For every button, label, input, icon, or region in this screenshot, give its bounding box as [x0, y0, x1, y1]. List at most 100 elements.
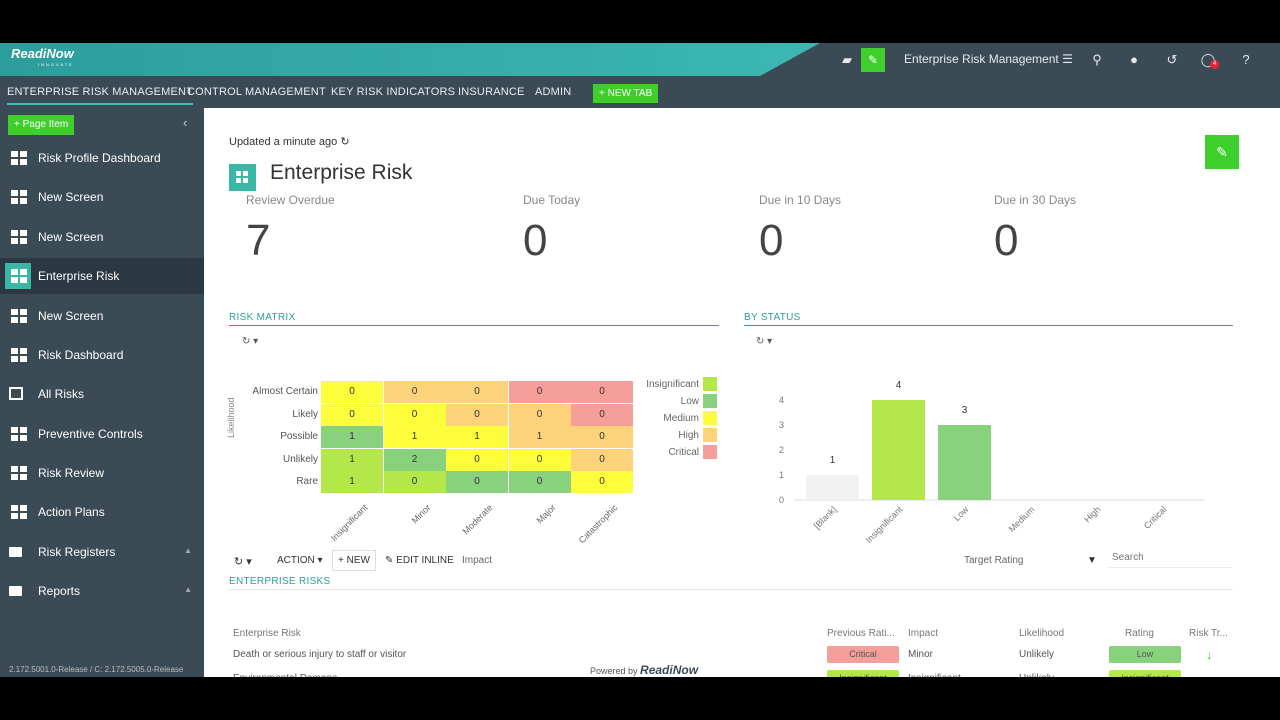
matrix-cell[interactable]: 1 [321, 448, 383, 471]
refresh-icon[interactable]: ↻ [340, 136, 350, 148]
matrix-cell[interactable]: 0 [508, 381, 571, 403]
sidebar-item-preventive-controls[interactable]: Preventive Controls [0, 416, 204, 452]
expand-icon[interactable]: ▲ [184, 585, 192, 594]
sidebar-item-enterprise-risk[interactable]: Enterprise Risk [0, 258, 204, 294]
risk-name[interactable]: Death or serious injury to staff or visi… [233, 649, 407, 660]
column-header[interactable]: Likelihood [1019, 628, 1065, 639]
filter-icon[interactable]: ▼ [1087, 555, 1097, 566]
dashboard-icon [11, 190, 27, 204]
table-row[interactable] [229, 669, 1229, 677]
column-header[interactable]: Risk Tr... [1189, 628, 1228, 639]
matrix-cell[interactable]: 0 [383, 381, 446, 403]
matrix-cell[interactable]: 0 [446, 471, 508, 493]
bar-insignificant[interactable] [872, 400, 925, 500]
sidebar-item-risk-profile-dashboard[interactable]: Risk Profile Dashboard [0, 140, 204, 176]
tab-insurance[interactable]: INSURANCE [458, 86, 525, 98]
y-tick-label: 2 [779, 445, 784, 455]
sidebar-item-label: Action Plans [38, 505, 105, 519]
risk-name[interactable]: Environmental Damage [233, 673, 338, 677]
matrix-col-label: Catastrophic [576, 502, 620, 546]
matrix-cell[interactable]: 1 [321, 426, 383, 448]
active-marker [5, 263, 31, 289]
likelihood-value: Unlikely [1019, 673, 1054, 677]
sidebar-item-risk-dashboard[interactable]: Risk Dashboard [0, 337, 204, 373]
chart-refresh-icon[interactable]: ↻ ▾ [756, 336, 773, 347]
new-record-button[interactable]: + NEW [332, 550, 376, 571]
column-header[interactable]: Previous Rati... [827, 628, 895, 639]
column-header[interactable]: Enterprise Risk [233, 628, 301, 639]
history-icon[interactable]: ↺ [1166, 52, 1178, 67]
matrix-cell[interactable]: 0 [321, 381, 383, 403]
search-input[interactable] [1108, 548, 1233, 568]
sidebar-item-all-risks[interactable]: All Risks [0, 376, 204, 412]
matrix-cell[interactable]: 0 [571, 403, 633, 426]
edit-inline-button[interactable]: ✎ EDIT INLINE [385, 555, 454, 566]
sidebar-item-risk-registers[interactable]: Risk Registers ▲ [0, 534, 204, 570]
impact-value: Minor [908, 649, 934, 660]
wrench-icon[interactable]: ✎ [861, 48, 885, 72]
help-icon[interactable]: ? [1242, 52, 1250, 67]
table-refresh-icon[interactable]: ↻ ▾ [234, 556, 252, 568]
matrix-cell[interactable]: 0 [571, 471, 633, 493]
column-header[interactable]: Impact [908, 628, 939, 639]
matrix-cell[interactable]: 1 [446, 426, 508, 448]
kpi-due-30-days[interactable]: Due in 30 Days 0 [994, 193, 1077, 265]
matrix-cell[interactable]: 0 [508, 471, 571, 493]
matrix-cell[interactable]: 0 [571, 448, 633, 471]
tab-enterprise-risk-management[interactable]: ENTERPRISE RISK MANAGEMENT [7, 86, 194, 105]
sidebar-item-new-screen[interactable]: New Screen [0, 298, 204, 334]
matrix-cell[interactable]: 0 [383, 471, 446, 493]
matrix-cell[interactable]: 0 [383, 403, 446, 426]
status-bar-chart: 0 1 2 3 4 1 [Blank] 4 Insignificant 3 Low Medium Hig… [779, 380, 1204, 545]
matrix-refresh-icon[interactable]: ↻ ▾ [242, 336, 259, 347]
sidebar-item-new-screen[interactable]: New Screen [0, 219, 204, 255]
matrix-cell[interactable]: 0 [571, 426, 633, 448]
bar-value-label: 4 [896, 380, 902, 391]
previous-rating-badge: Critical [827, 646, 899, 663]
legend-swatch [703, 428, 717, 442]
matrix-cell[interactable]: 1 [321, 471, 383, 493]
matrix-cell[interactable]: 0 [508, 403, 571, 426]
sidebar-item-reports[interactable]: Reports ▲ [0, 573, 204, 609]
x-tick-label: High [1082, 504, 1102, 524]
legend-label: High [678, 430, 699, 441]
kpi-review-overdue[interactable]: Review Overdue 7 [246, 193, 335, 265]
search-icon[interactable]: ⚲ [1092, 52, 1102, 67]
edit-page-button[interactable]: ✎ [1205, 135, 1239, 169]
sidebar-item-new-screen[interactable]: New Screen [0, 179, 204, 215]
tab-admin[interactable]: ADMIN [535, 86, 572, 98]
legend-swatch [703, 445, 717, 459]
bar-value-label: 1 [830, 455, 836, 466]
tab-control-management[interactable]: CONTROL MANAGEMENT [187, 86, 326, 98]
briefcase-icon[interactable]: ▰ [842, 52, 852, 67]
expand-icon[interactable]: ▲ [184, 546, 192, 555]
matrix-cell[interactable]: 0 [446, 381, 508, 403]
matrix-cell[interactable]: 1 [383, 426, 446, 448]
matrix-cell[interactable]: 2 [383, 448, 446, 471]
logo[interactable]: ReadiNow INNOVATE [11, 46, 74, 67]
matrix-cell[interactable]: 0 [571, 381, 633, 403]
kpi-due-10-days[interactable]: Due in 10 Days 0 [759, 193, 842, 265]
collapse-sidebar-icon[interactable]: ‹ [183, 115, 188, 130]
page-item-button[interactable]: + Page Item [8, 115, 75, 135]
matrix-cell[interactable]: 0 [321, 403, 383, 426]
x-tick-label: Low [952, 504, 971, 523]
tab-key-risk-indicators[interactable]: KEY RISK INDICATORS [331, 86, 456, 98]
sidebar-item-risk-review[interactable]: Risk Review [0, 455, 204, 491]
user-icon[interactable]: ● [1130, 52, 1138, 67]
matrix-cell[interactable]: 1 [508, 426, 571, 448]
bar-blank[interactable] [806, 475, 859, 500]
y-tick-label: 0 [779, 495, 784, 505]
sidebar-item-action-plans[interactable]: Action Plans [0, 494, 204, 530]
kpi-due-today[interactable]: Due Today 0 [523, 193, 581, 265]
matrix-cell[interactable]: 0 [446, 403, 508, 426]
new-tab-button[interactable]: + NEW TAB [593, 84, 659, 103]
sidebar-item-label: All Risks [38, 387, 85, 401]
matrix-cell[interactable]: 0 [446, 448, 508, 471]
column-header[interactable]: Rating [1125, 628, 1154, 639]
matrix-cell[interactable]: 0 [508, 448, 571, 471]
app-selector[interactable]: Enterprise Risk Management ☰ [904, 52, 1073, 66]
action-menu[interactable]: ACTION ▾ [277, 555, 323, 566]
bar-low[interactable] [938, 425, 991, 500]
y-tick-label: 4 [779, 395, 784, 405]
